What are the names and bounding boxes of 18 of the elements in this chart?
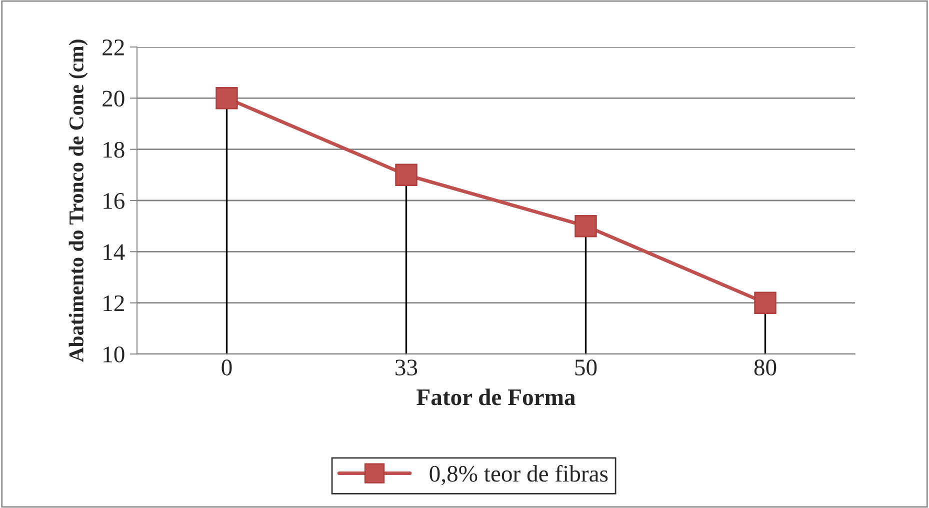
legend-label: 0,8% teor de fibras — [430, 464, 608, 486]
y-tick-label: 12 — [104, 295, 124, 312]
y-tick-label: 20 — [102, 90, 124, 107]
y-tick-label: 14 — [104, 244, 125, 260]
point — [574, 214, 597, 238]
y-tick-label: 18 — [104, 142, 124, 158]
x-tick-label: 50 — [575, 360, 597, 376]
point — [395, 164, 418, 186]
x-tick-label: 80 — [754, 360, 776, 376]
y-tick-label: 22 — [102, 40, 124, 56]
y-tick-label: 16 — [104, 193, 124, 209]
point — [216, 87, 238, 110]
y-tick-label: 10 — [104, 346, 124, 362]
y-axis-title: Abatimento do Tronco de Cone (cm) — [68, 40, 88, 362]
x-tick-label: 33 — [396, 360, 418, 376]
point — [754, 292, 776, 314]
x-axis-title: Fator de Forma — [416, 388, 576, 406]
x-tick-label: 0 — [222, 360, 232, 376]
